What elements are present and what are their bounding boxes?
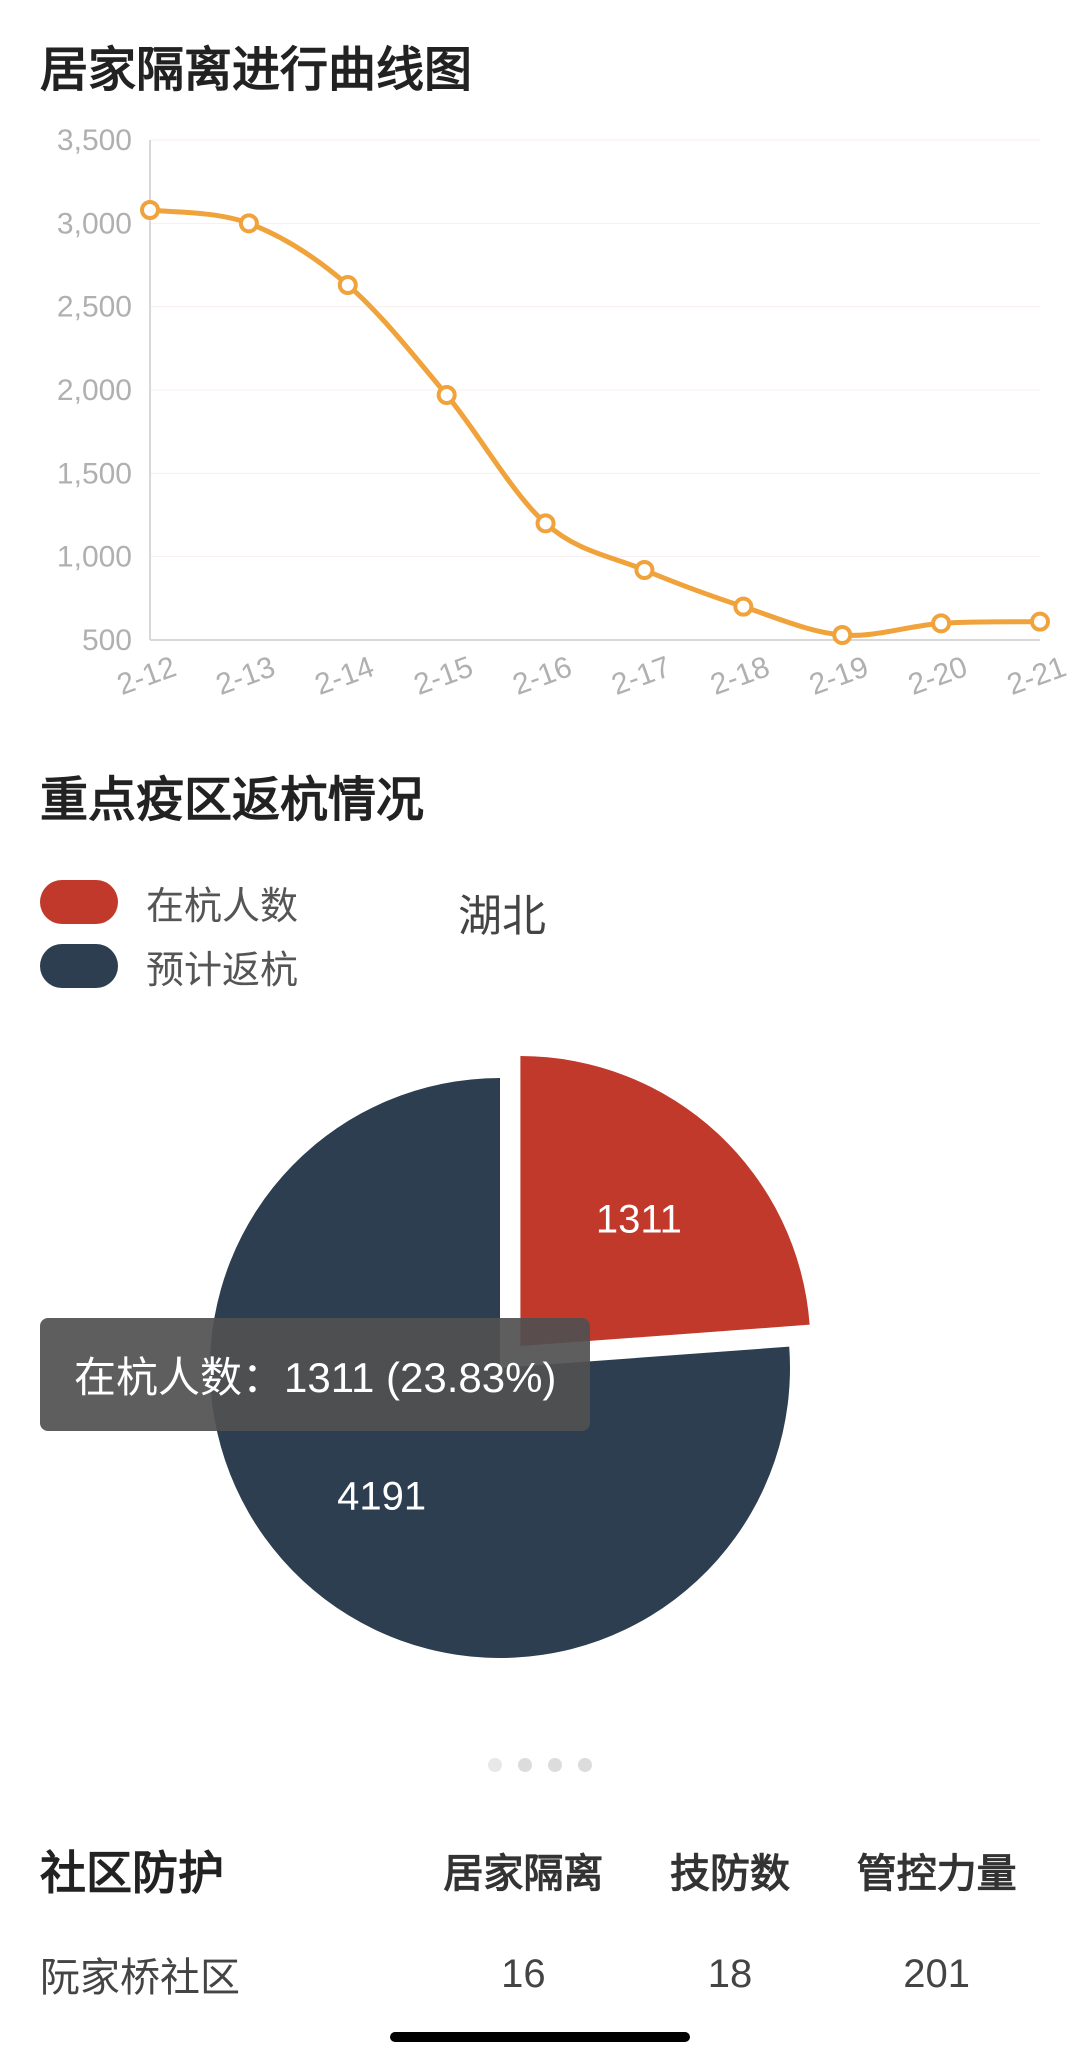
ytick-label: 2,500: [57, 291, 132, 324]
xtick-label: 2-13: [212, 650, 280, 702]
table-row[interactable]: 阮家桥社区1618201: [40, 1945, 1040, 2003]
legend-item[interactable]: 预计返杭: [40, 934, 298, 998]
pie-region-label: 湖北: [458, 880, 546, 944]
pie-legend: 在杭人数预计返杭: [40, 870, 298, 998]
table-cell: 16: [420, 1952, 627, 1997]
legend-label: 预计返杭: [146, 939, 298, 994]
page-dot[interactable]: [488, 1758, 502, 1772]
xtick-label: 2-21: [1003, 650, 1071, 702]
page-dot[interactable]: [578, 1758, 592, 1772]
line-chart: 500 1,000 1,500 2,000 2,500 3,000 3,500 2-12 2-1…: [0, 120, 1080, 720]
ytick-label: 3,000: [57, 207, 132, 240]
ytick-label: 1,500: [57, 457, 132, 490]
table-col-1: 技防数: [627, 1841, 834, 1899]
table-header-title: 社区防护: [40, 1837, 420, 1903]
table-cell: 18: [627, 1952, 834, 1997]
screen-root: 居家隔离进行曲线图 500 1,000 1,500 2,000 2,500 3,000 3,…: [0, 0, 1080, 2060]
ytick-label: 500: [82, 624, 132, 657]
ytick-label: 2,000: [57, 374, 132, 407]
table-row-name: 阮家桥社区: [40, 1945, 420, 2003]
table-header: 社区防护 居家隔离 技防数 管控力量: [40, 1837, 1040, 1903]
xtick-label: 2-14: [311, 650, 379, 702]
table-cell: 201: [833, 1952, 1040, 1997]
xtick-label: 2-18: [706, 650, 774, 702]
legend-swatch: [40, 880, 118, 924]
pagination-dots[interactable]: [0, 1758, 1080, 1777]
community-table: 社区防护 居家隔离 技防数 管控力量 阮家桥社区1618201: [0, 1777, 1080, 2003]
line-chart-svg: 500 1,000 1,500 2,000 2,500 3,000 3,500 2-12 2-1…: [0, 120, 1080, 720]
pie-chart[interactable]: 1311 4191 在杭人数：1311 (23.83%): [0, 1028, 1080, 1748]
legend-swatch: [40, 944, 118, 988]
legend-item[interactable]: 在杭人数: [40, 870, 298, 934]
table-col-0: 居家隔离: [420, 1841, 627, 1899]
pie-tooltip: 在杭人数：1311 (23.83%): [40, 1318, 590, 1431]
ytick-label: 1,000: [57, 541, 132, 574]
pie-slice-value: 1311: [596, 1198, 682, 1242]
page-dot[interactable]: [518, 1758, 532, 1772]
ytick-label: 3,500: [57, 124, 132, 157]
pie-slice-value: 4191: [337, 1474, 426, 1518]
pie-section-title: 重点疫区返杭情况: [40, 760, 1040, 840]
xtick-label: 2-19: [805, 650, 873, 702]
pie-header-row: 在杭人数预计返杭 湖北: [40, 870, 1040, 998]
pie-section: 重点疫区返杭情况 在杭人数预计返杭 湖北: [0, 720, 1080, 998]
xtick-label: 2-12: [113, 650, 181, 702]
table-col-2: 管控力量: [833, 1841, 1040, 1899]
xtick-label: 2-17: [607, 650, 675, 702]
xtick-label: 2-20: [904, 650, 972, 702]
home-indicator[interactable]: [390, 2032, 690, 2042]
legend-label: 在杭人数: [146, 875, 298, 930]
xtick-label: 2-15: [410, 650, 478, 702]
xtick-label: 2-16: [508, 650, 576, 702]
page-dot[interactable]: [548, 1758, 562, 1772]
line-chart-title: 居家隔离进行曲线图: [0, 0, 1080, 120]
